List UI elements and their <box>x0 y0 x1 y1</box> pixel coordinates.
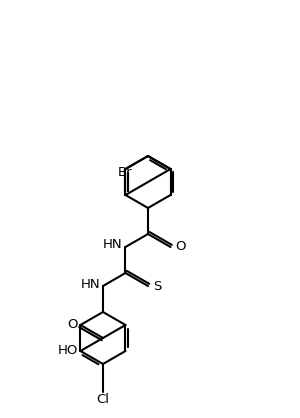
Text: HO: HO <box>58 344 79 357</box>
Text: Br: Br <box>118 166 133 179</box>
Text: O: O <box>67 319 77 331</box>
Text: S: S <box>153 280 161 293</box>
Text: HN: HN <box>80 278 100 291</box>
Text: O: O <box>176 240 186 253</box>
Text: HN: HN <box>103 239 122 252</box>
Text: Cl: Cl <box>97 393 110 406</box>
